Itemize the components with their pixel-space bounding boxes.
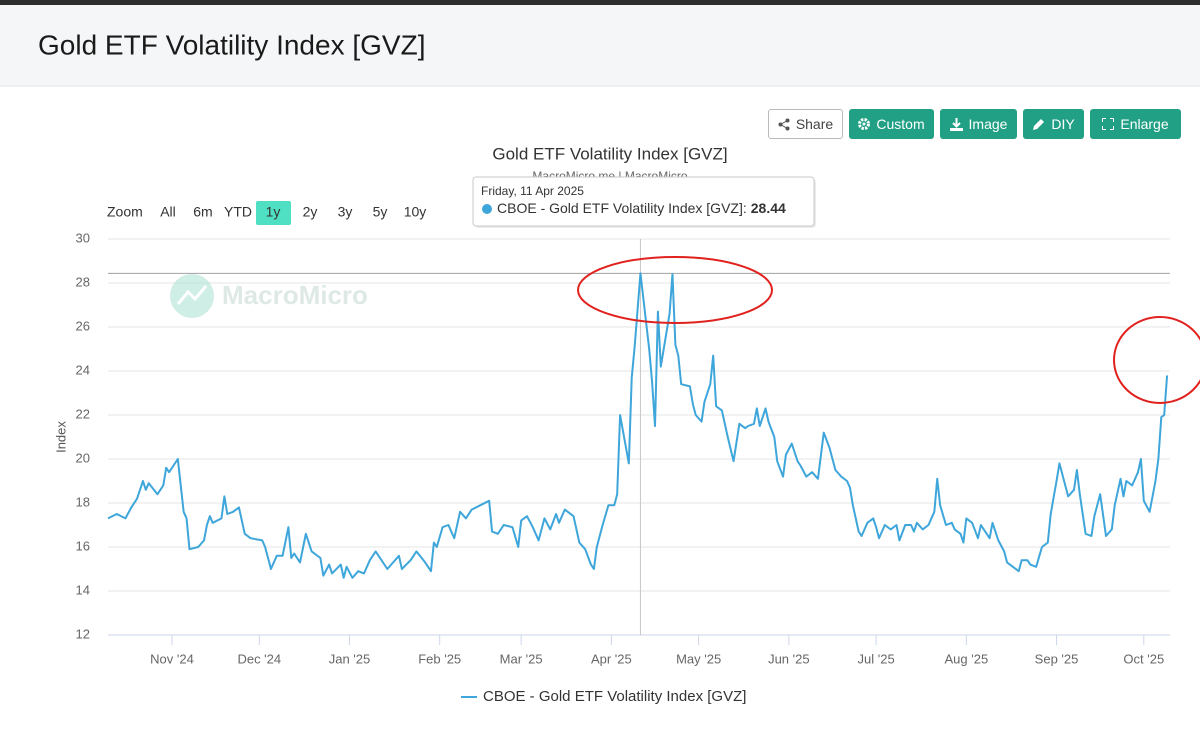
legend-label[interactable]: CBOE - Gold ETF Volatility Index [GVZ] — [483, 688, 746, 705]
share-button[interactable]: Share — [768, 109, 843, 139]
y-tick-label: 20 — [76, 450, 90, 465]
x-tick-label: Sep '25 — [1035, 651, 1079, 666]
range-option[interactable]: All — [160, 204, 176, 220]
range-option-label[interactable]: 1y — [266, 204, 281, 220]
range-selector-label: Zoom — [107, 204, 143, 220]
highlight-ellipse — [577, 256, 773, 324]
range-option-selected — [256, 201, 291, 225]
pencil-icon — [1033, 118, 1045, 130]
x-tick-label: May '25 — [676, 651, 721, 666]
range-option[interactable]: 5y — [373, 204, 388, 220]
x-tick-label: Jun '25 — [768, 651, 810, 666]
series-line — [107, 272, 1169, 579]
y-tick-label: 30 — [76, 230, 90, 245]
range-option[interactable]: 10y — [404, 204, 427, 220]
chart-title: Gold ETF Volatility Index [GVZ] — [492, 144, 727, 163]
range-option[interactable]: 6m — [193, 204, 212, 220]
x-tick-label: Oct '25 — [1123, 651, 1164, 666]
y-tick-label: 22 — [76, 406, 90, 421]
share-icon — [778, 118, 790, 130]
annotations — [577, 256, 1200, 404]
x-tick-label: Nov '24 — [150, 651, 194, 666]
x-tick-label: Aug '25 — [944, 651, 988, 666]
range-option-label[interactable]: 5y — [373, 204, 388, 220]
range-option[interactable]: 1y — [256, 201, 291, 225]
y-tick-label: 12 — [76, 626, 90, 641]
range-option-label[interactable]: 2y — [303, 204, 318, 220]
x-tick-label: Apr '25 — [591, 651, 632, 666]
watermark: MacroMicro — [170, 274, 368, 318]
button-label: Custom — [876, 116, 925, 132]
header-background — [0, 5, 1200, 86]
watermark-text: MacroMicro — [222, 280, 368, 310]
expand-icon — [1102, 118, 1115, 130]
x-tick-label: Dec '24 — [237, 651, 281, 666]
range-selector: Zoom All 6m YTD 1y 2y 3y 5y 10y — [107, 201, 426, 225]
y-tick-label: 16 — [76, 538, 90, 553]
page-title: Gold ETF Volatility Index [GVZ] — [38, 29, 425, 60]
range-option-label[interactable]: 3y — [338, 204, 353, 220]
gear-icon — [858, 118, 871, 130]
x-tick-label: Jul '25 — [858, 651, 895, 666]
range-option[interactable]: YTD — [224, 204, 252, 220]
range-option[interactable]: 2y — [303, 204, 318, 220]
watermark-logo-icon — [176, 285, 208, 305]
x-tick-label: Mar '25 — [500, 651, 543, 666]
range-option-label[interactable]: YTD — [224, 204, 252, 220]
x-tick-label: Feb '25 — [418, 651, 461, 666]
tooltip-box — [472, 176, 815, 227]
range-option-label[interactable]: 10y — [404, 204, 427, 220]
y-tick-label: 24 — [76, 362, 90, 377]
button-label: Enlarge — [1120, 116, 1169, 132]
download-icon — [949, 117, 963, 131]
tooltip-marker — [482, 204, 492, 214]
y-tick-label: 26 — [76, 318, 90, 333]
range-option-label[interactable]: All — [160, 204, 176, 220]
y-tick-label: 28 — [76, 274, 90, 289]
tooltip: Friday, 11 Apr 2025 CBOE - Gold ETF Vola… — [472, 176, 816, 228]
tooltip-date: Friday, 11 Apr 2025 — [481, 184, 584, 198]
plot: 12 14 16 18 20 22 24 26 28 30 Nov '24 Dec '24 Jan '2… — [76, 230, 1170, 666]
x-tick-label: Jan '25 — [329, 651, 371, 666]
highlight-ellipse — [1113, 316, 1200, 404]
range-option-label[interactable]: 6m — [193, 204, 212, 220]
tooltip-label: CBOE - Gold ETF Volatility Index [GVZ]: — [497, 200, 747, 216]
image-button[interactable]: Image — [940, 109, 1017, 139]
legend[interactable]: CBOE - Gold ETF Volatility Index [GVZ] — [461, 688, 746, 705]
custom-button[interactable]: Custom — [849, 109, 934, 139]
diy-button[interactable]: DIY — [1023, 109, 1084, 139]
enlarge-button[interactable]: Enlarge — [1090, 109, 1181, 139]
y-axis-title: Index — [53, 421, 68, 453]
tooltip-value: 28.44 — [751, 200, 786, 216]
top-bar — [0, 0, 1200, 5]
y-tick-label: 14 — [76, 582, 90, 597]
button-label: Image — [968, 116, 1008, 132]
range-option[interactable]: 3y — [338, 204, 353, 220]
y-tick-label: 18 — [76, 494, 90, 509]
tooltip-line: CBOE - Gold ETF Volatility Index [GVZ]: 2… — [497, 200, 786, 216]
button-label: Share — [795, 116, 834, 132]
button-label: DIY — [1051, 116, 1075, 132]
